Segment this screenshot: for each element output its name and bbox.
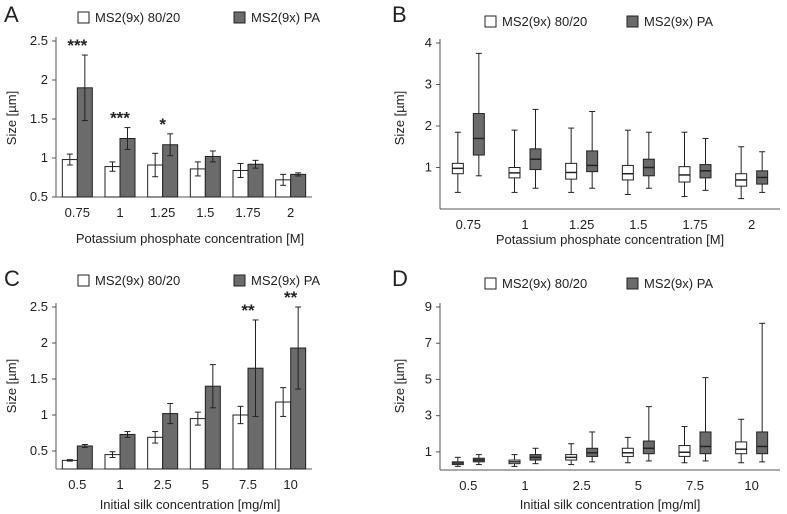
x-tick-label: 1: [521, 478, 528, 493]
bar: [247, 163, 264, 198]
y-tick-label: 1: [41, 407, 48, 422]
x-tick-label: 1: [116, 477, 123, 492]
legend-swatch: [77, 11, 90, 24]
x-tick-label: 10: [744, 478, 758, 493]
legend-swatch: [484, 277, 497, 290]
legend-label: MS2(9x) PA: [644, 14, 713, 29]
legend-swatch: [233, 11, 246, 24]
y-tick-label: 2: [425, 118, 432, 133]
panel-d: D 1 3 5 7 9 0.5 1 2.5 5 7.5 10 Initial silk concentr…: [392, 266, 780, 512]
x-tick-label: 10: [283, 477, 297, 492]
x-tick-label: 2: [287, 205, 294, 220]
y-tick-label: 3: [425, 408, 432, 423]
legend-label: MS2(9x) 80/20: [502, 276, 587, 291]
y-tick-label: 1: [41, 150, 48, 165]
box: [699, 431, 712, 455]
x-tick-label: 1.75: [235, 205, 260, 220]
panel-letter: D: [392, 266, 408, 291]
y-axis-label: Size [µm]: [392, 91, 407, 145]
significance-marker: ***: [67, 36, 87, 55]
y-tick-label: 0.5: [30, 443, 48, 458]
x-tick-label: 5: [635, 478, 642, 493]
y-tick-label: 0.5: [30, 189, 48, 204]
box: [735, 441, 748, 455]
bar: [204, 155, 221, 198]
panel-b: B 1 2 3 4 0.75 1 1.25 1.5 1.75 2 Potassium phosphat…: [392, 2, 780, 247]
y-tick-label: 1.5: [30, 111, 48, 126]
x-tick-label: 0.5: [68, 477, 86, 492]
y-tick-label: 2.5: [30, 299, 48, 314]
legend-swatch: [626, 15, 639, 28]
x-tick-label: 0.75: [456, 217, 481, 232]
y-tick-label: 3: [425, 77, 432, 92]
x-tick-label: 0.75: [65, 205, 90, 220]
box: [621, 164, 634, 181]
legend-label: MS2(9x) PA: [251, 273, 320, 288]
y-tick-label: 1: [425, 444, 432, 459]
x-tick-label: 7.5: [239, 477, 257, 492]
legend-label: MS2(9x) 80/20: [95, 10, 180, 25]
x-tick-label: 2.5: [573, 478, 591, 493]
x-tick-label: 1.25: [150, 205, 175, 220]
y-tick-label: 5: [425, 371, 432, 386]
x-tick-label: 7.5: [686, 478, 704, 493]
box: [586, 150, 599, 173]
y-tick-label: 2.5: [30, 33, 48, 48]
bar: [119, 433, 136, 470]
box: [756, 431, 769, 455]
significance-marker: *: [159, 115, 166, 134]
bar: [290, 173, 307, 198]
bar: [61, 459, 78, 470]
x-tick-label: 1.5: [196, 205, 214, 220]
panel-letter: B: [392, 2, 407, 27]
significance-marker: ***: [110, 109, 130, 128]
x-tick-label: 1.75: [682, 217, 707, 232]
x-tick-label: 1: [116, 205, 123, 220]
y-axis-label: Size [µm]: [4, 359, 19, 413]
y-tick-label: 2: [41, 335, 48, 350]
y-axis-label: Size [µm]: [392, 359, 407, 413]
legend-swatch: [484, 15, 497, 28]
x-axis-label: Potassium phosphate concentration [M]: [496, 232, 724, 247]
x-tick-label: 1: [521, 217, 528, 232]
x-tick-label: 1.5: [629, 217, 647, 232]
y-tick-label: 4: [425, 35, 432, 50]
panel-a: A 0.5 1 1.5 2 2.5 0.75 1 1.25 1.5 1.75 2 Potassium p…: [4, 2, 320, 246]
legend-swatch: [626, 277, 639, 290]
legend-label: MS2(9x) PA: [644, 276, 713, 291]
y-tick-label: 7: [425, 335, 432, 350]
y-tick-label: 2: [41, 72, 48, 87]
significance-marker: **: [241, 301, 255, 320]
y-axis-label: Size [µm]: [4, 91, 19, 145]
x-tick-label: 5: [202, 477, 209, 492]
x-axis-label: Potassium phosphate concentration [M]: [76, 231, 304, 246]
y-tick-label: 1: [425, 160, 432, 175]
bar: [76, 445, 93, 470]
legend-label: MS2(9x) PA: [251, 10, 320, 25]
bar: [189, 418, 206, 470]
x-axis-label: Initial silk concentration [mg/ml]: [100, 497, 281, 512]
x-axis-label: Initial silk concentration [mg/ml]: [520, 497, 701, 512]
x-tick-label: 0.5: [459, 478, 477, 493]
x-tick-label: 2: [748, 217, 755, 232]
panel-letter: A: [4, 2, 19, 27]
x-tick-label: 1.25: [569, 217, 594, 232]
legend-label: MS2(9x) 80/20: [502, 14, 587, 29]
significance-marker: **: [284, 288, 298, 307]
y-tick-label: 9: [425, 299, 432, 314]
box: [565, 162, 578, 180]
y-tick-label: 1.5: [30, 371, 48, 386]
panel-letter: C: [4, 266, 20, 291]
legend-swatch: [77, 274, 90, 287]
legend-label: MS2(9x) 80/20: [95, 273, 180, 288]
box: [642, 440, 655, 455]
x-tick-label: 2.5: [154, 477, 172, 492]
legend-swatch: [233, 274, 246, 287]
box: [678, 445, 691, 457]
box: [472, 113, 485, 156]
